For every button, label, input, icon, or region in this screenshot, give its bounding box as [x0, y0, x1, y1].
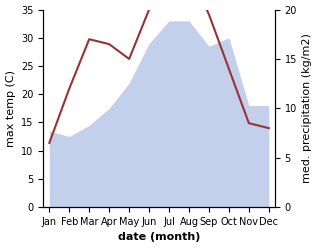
Y-axis label: med. precipitation (kg/m2): med. precipitation (kg/m2): [302, 33, 313, 183]
X-axis label: date (month): date (month): [118, 232, 200, 243]
Y-axis label: max temp (C): max temp (C): [5, 70, 16, 147]
